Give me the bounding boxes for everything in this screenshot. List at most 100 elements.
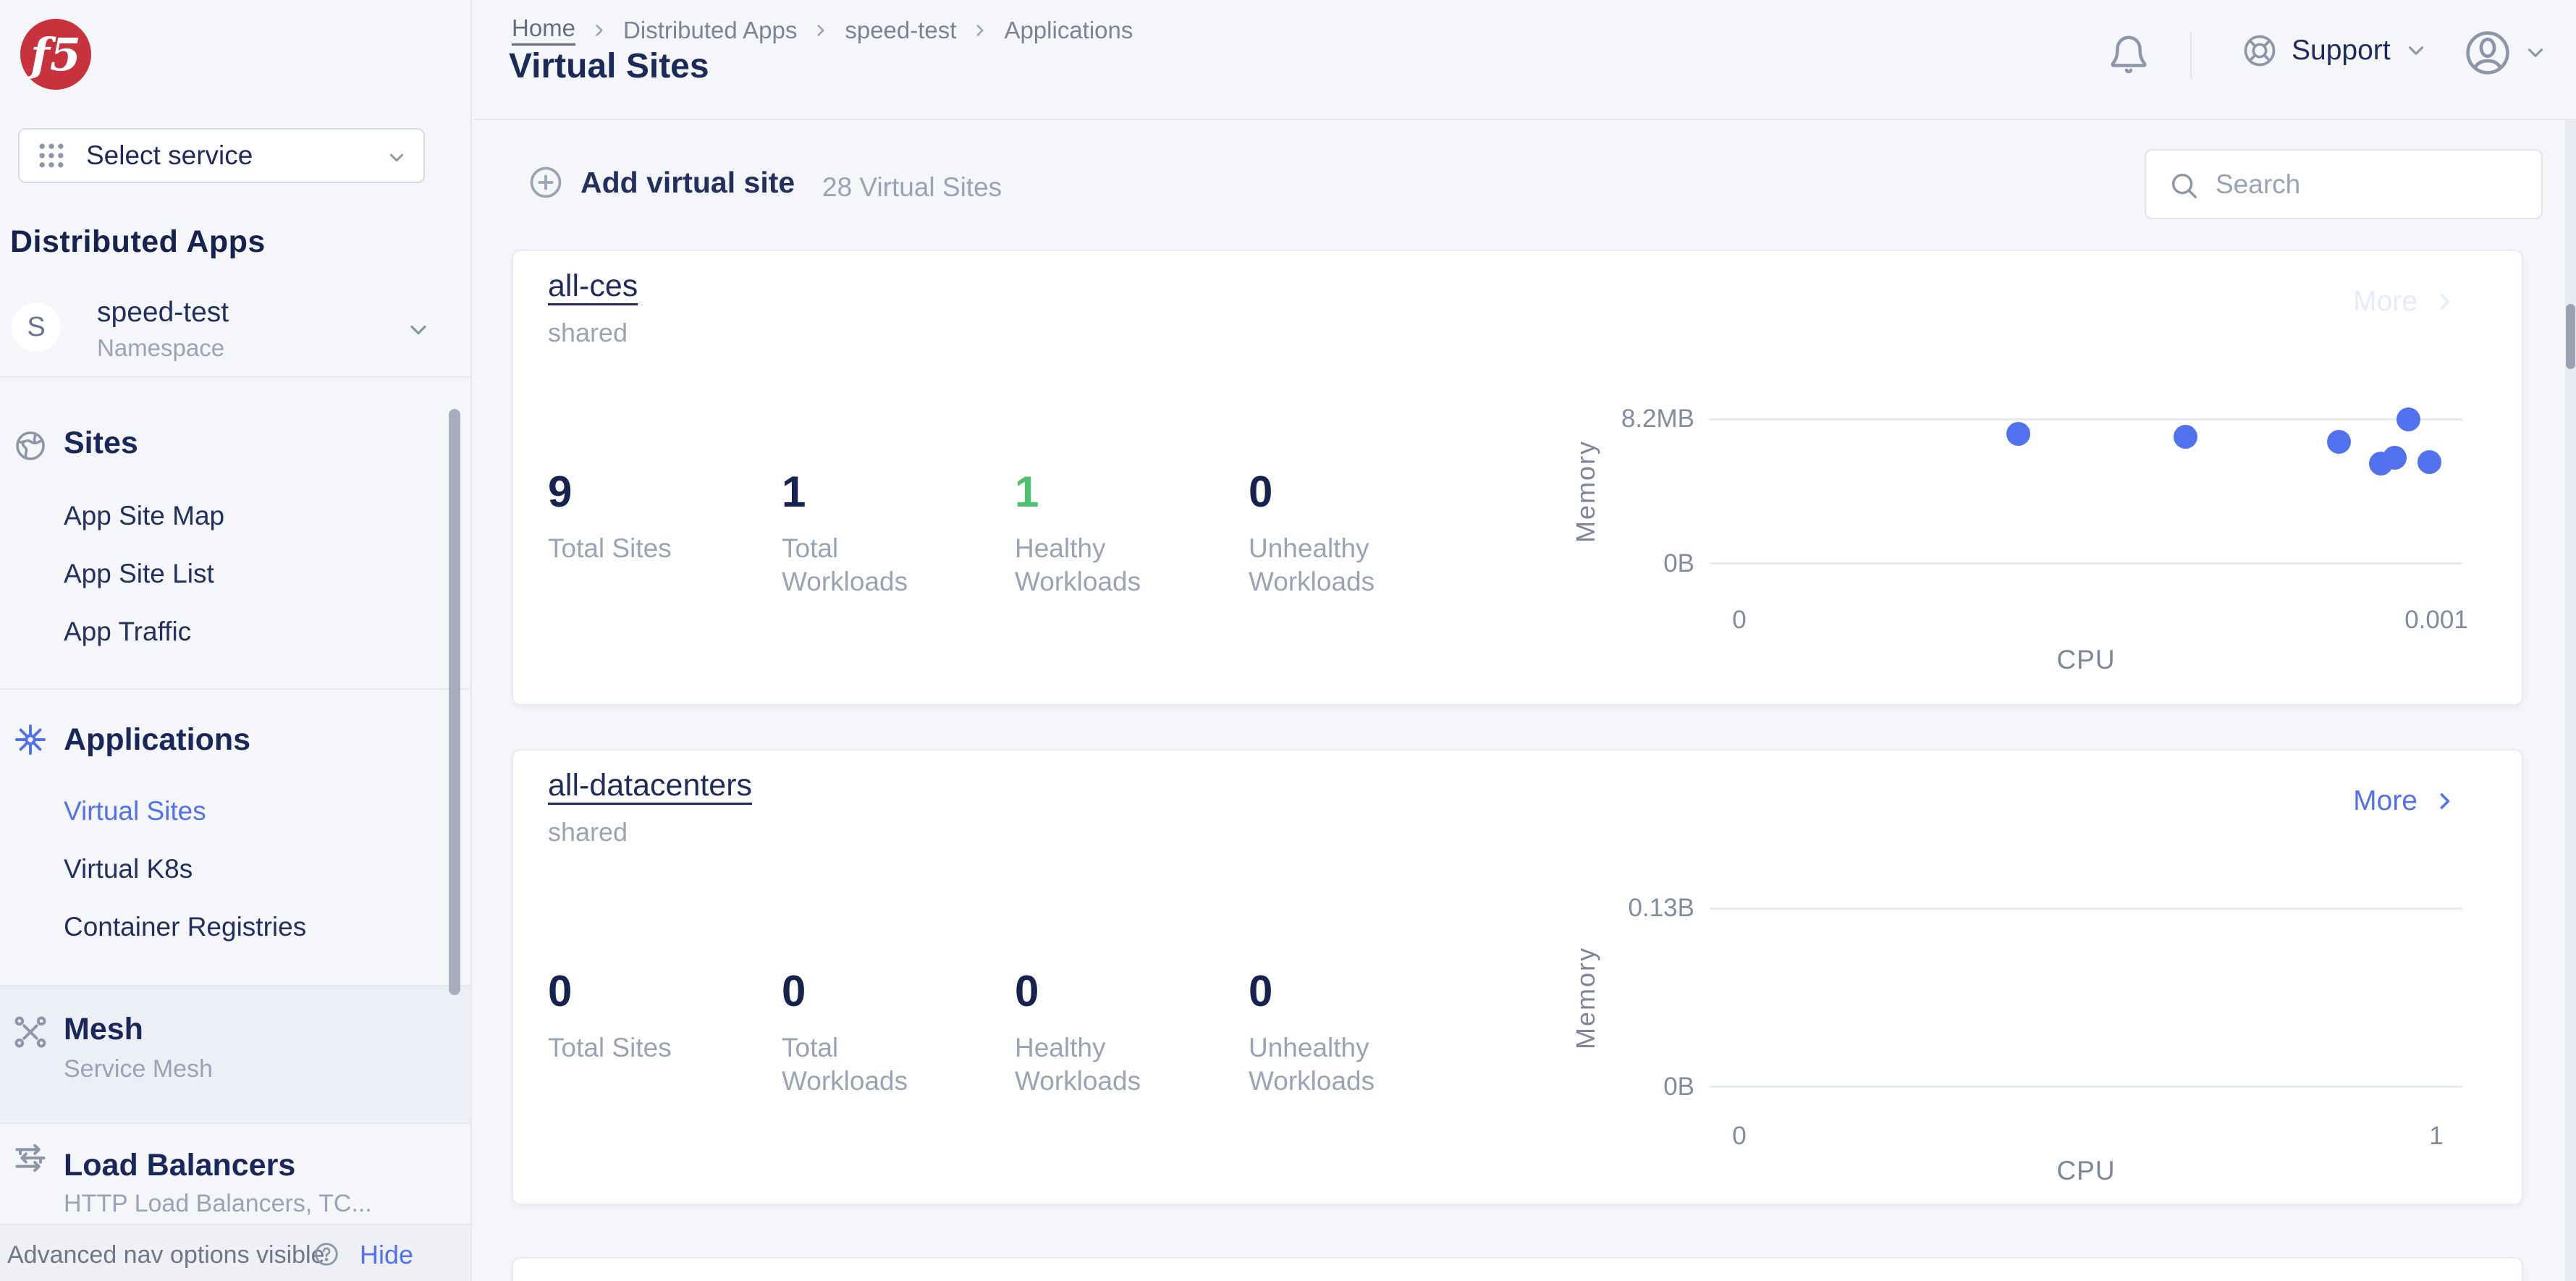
more-link[interactable]: More <box>2353 286 2458 318</box>
mesh-subtitle: Service Mesh <box>64 1055 213 1083</box>
sidebar-scrollbar[interactable] <box>449 409 460 995</box>
account-menu[interactable] <box>2462 28 2548 78</box>
breadcrumb: Home Distributed Apps speed-test Applica… <box>512 14 1133 46</box>
more-label: More <box>2353 286 2417 317</box>
hide-advanced-nav-link[interactable]: Hide <box>360 1240 414 1269</box>
chevron-right-icon <box>2440 294 2450 310</box>
sidebar-item-virtual-k8s[interactable]: Virtual K8s <box>64 854 193 884</box>
breadcrumb-home[interactable]: Home <box>512 14 576 46</box>
chevron-right-icon <box>2440 793 2450 809</box>
page-header: Home Distributed Apps speed-test Applica… <box>473 0 2576 120</box>
cpu-memory-scatter-chart: 0 0.001 CPU <box>1710 407 2468 675</box>
sidebar-item-container-registries[interactable]: Container Registries <box>64 912 307 942</box>
sidebar: f5 Select service Distributed Apps S spe… <box>0 0 472 1281</box>
gridline <box>1710 418 2462 420</box>
sidebar-section-applications[interactable]: Applications <box>64 722 251 757</box>
virtual-site-card-all-datacenters: all-datacenters shared More 0 Total Site… <box>512 749 2523 1205</box>
divider <box>0 688 470 690</box>
sidebar-item-app-traffic[interactable]: App Traffic <box>64 617 192 646</box>
f5-logo[interactable]: f5 <box>20 19 91 90</box>
user-avatar-icon <box>2466 31 2509 75</box>
chevron-right-icon <box>817 24 824 36</box>
scatter-point <box>2383 445 2407 470</box>
breadcrumb-speed-test[interactable]: speed-test <box>845 16 957 43</box>
stat-total-sites: 0 Total Sites <box>548 967 672 1063</box>
sidebar-heading: Distributed Apps <box>10 224 266 259</box>
grid-icon <box>35 140 67 172</box>
plus-circle-icon <box>530 166 562 198</box>
page-title: Virtual Sites <box>509 47 709 85</box>
divider <box>0 1123 470 1124</box>
x-axis-tick-min: 0 <box>1732 606 1747 634</box>
virtual-sites-count: 28 Virtual Sites <box>822 172 1002 202</box>
chevron-right-icon <box>976 24 984 36</box>
breadcrumb-applications: Applications <box>1004 16 1133 43</box>
load-balancer-icon <box>10 1138 51 1178</box>
notifications-bell-icon[interactable] <box>2106 32 2151 77</box>
sidebar-section-load-balancers[interactable]: Load Balancers <box>64 1148 296 1183</box>
support-menu[interactable]: Support <box>2241 32 2428 69</box>
chevron-right-icon <box>596 24 603 36</box>
scatter-point <box>2417 450 2442 475</box>
site-visibility-label: shared <box>548 318 628 347</box>
helm-icon <box>12 721 49 758</box>
load-balancers-subtitle: HTTP Load Balancers, TC... <box>64 1190 372 1217</box>
site-title-link[interactable]: all-datacenters <box>548 768 753 803</box>
advanced-nav-message: Advanced nav options visible <box>7 1241 325 1269</box>
site-title-link[interactable]: all-ces <box>548 269 638 303</box>
chevron-down-icon <box>405 317 431 343</box>
y-axis-label: Memory <box>1571 440 1600 544</box>
sidebar-section-mesh[interactable]: Mesh <box>64 1012 143 1047</box>
stat-unhealthy-workloads: 0 Unhealthy Workloads <box>1249 468 1375 597</box>
mesh-section-background <box>0 985 470 1123</box>
search-input[interactable] <box>2216 156 2527 213</box>
stat-healthy-workloads: 1 Healthy Workloads <box>1015 468 1141 597</box>
page-scrollbar-thumb[interactable] <box>2566 304 2575 369</box>
add-virtual-site-button[interactable]: Add virtual site <box>527 164 795 201</box>
stat-healthy-workloads: 0 Healthy Workloads <box>1015 967 1141 1096</box>
y-axis-tick-min: 0B <box>1663 1073 1694 1101</box>
x-axis-label: CPU <box>2056 1156 2116 1185</box>
virtual-site-card-partial <box>512 1257 2523 1281</box>
sidebar-item-app-site-list[interactable]: App Site List <box>64 559 214 588</box>
scatter-point <box>2006 422 2031 446</box>
globe-icon <box>13 428 48 463</box>
help-icon[interactable] <box>313 1240 340 1268</box>
stat-total-workloads: 0 Total Workloads <box>782 967 908 1096</box>
more-link[interactable]: More <box>2353 785 2458 817</box>
y-axis-tick-min: 0B <box>1663 549 1694 578</box>
lifebuoy-icon <box>2244 35 2276 67</box>
virtual-site-card-all-ces: all-ces shared More 9 Total Sites 1 Tota… <box>512 250 2523 706</box>
sidebar-section-sites[interactable]: Sites <box>64 426 138 460</box>
support-label: Support <box>2292 35 2391 66</box>
x-axis-tick-min: 0 <box>1732 1122 1747 1150</box>
sidebar-item-virtual-sites[interactable]: Virtual Sites <box>64 796 206 826</box>
divider <box>0 376 470 378</box>
main-area: Home Distributed Apps speed-test Applica… <box>473 0 2576 1281</box>
x-axis-tick-max: 1 <box>2429 1122 2444 1150</box>
y-axis-label: Memory <box>1571 946 1600 1049</box>
gridline <box>1710 908 2462 910</box>
scatter-point <box>2327 429 2352 454</box>
stat-total-workloads: 1 Total Workloads <box>782 468 908 597</box>
stat-unhealthy-workloads: 0 Unhealthy Workloads <box>1249 967 1375 1096</box>
gridline <box>1710 562 2462 565</box>
scatter-point <box>2396 407 2421 431</box>
site-visibility-label: shared <box>548 817 628 847</box>
mesh-icon <box>12 1013 49 1051</box>
namespace-name: speed-test <box>97 297 229 328</box>
cpu-memory-scatter-chart: 0 1 CPU <box>1710 908 2462 1185</box>
namespace-avatar: S <box>12 303 61 352</box>
x-axis-label: CPU <box>2056 645 2116 675</box>
chevron-down-icon <box>386 147 407 169</box>
search-icon <box>2171 173 2197 199</box>
x-axis-tick-max: 0.001 <box>2404 606 2468 634</box>
breadcrumb-distributed-apps[interactable]: Distributed Apps <box>623 16 798 43</box>
search-box <box>2145 149 2543 219</box>
namespace-selector[interactable]: S speed-test Namespace <box>0 291 472 375</box>
y-axis-tick-max: 8.2MB <box>1621 405 1694 433</box>
header-divider <box>2190 32 2192 80</box>
select-service-dropdown[interactable]: Select service <box>18 128 425 183</box>
sidebar-item-app-site-map[interactable]: App Site Map <box>64 501 225 530</box>
